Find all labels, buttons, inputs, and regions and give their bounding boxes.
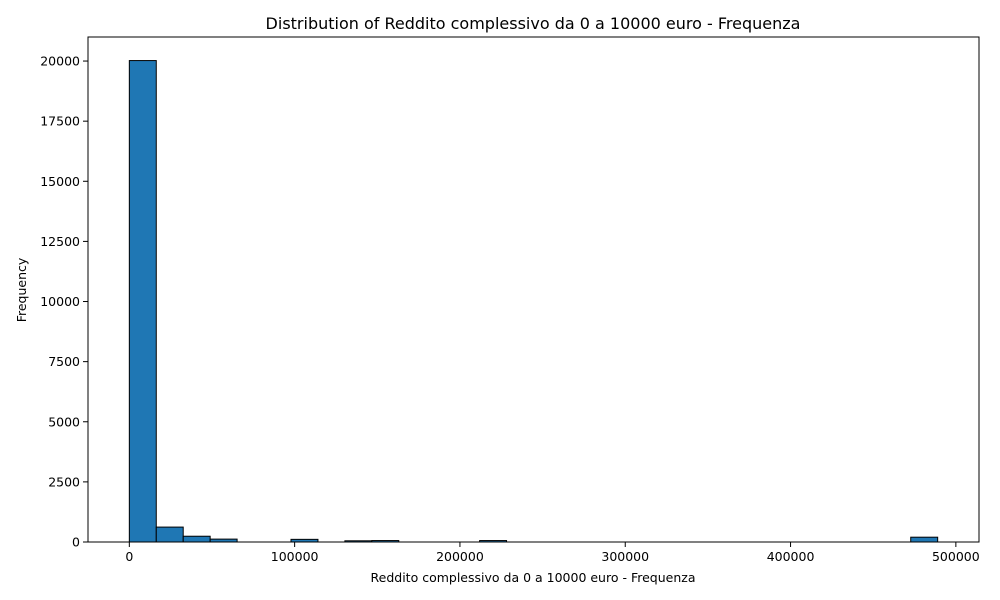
y-tick-label: 15000: [40, 174, 80, 189]
y-tick-label: 20000: [40, 54, 80, 69]
y-tick-label: 10000: [40, 294, 80, 309]
x-tick-label: 400000: [767, 549, 815, 564]
chart-title: Distribution of Reddito complessivo da 0…: [266, 14, 801, 33]
x-axis-label: Reddito complessivo da 0 a 10000 euro - …: [371, 570, 696, 585]
x-tick-label: 100000: [271, 549, 319, 564]
x-tick-label: 500000: [932, 549, 980, 564]
histogram-bar: [910, 536, 939, 543]
y-tick-label: 0: [72, 535, 80, 550]
x-tick-label: 200000: [436, 549, 484, 564]
x-tick-label: 0: [125, 549, 133, 564]
y-axis-ticks: 0 2500 5000 7500 10000 12500 15000 17500 20000: [40, 54, 88, 550]
y-tick-label: 7500: [48, 354, 80, 369]
y-tick-label: 5000: [48, 414, 80, 429]
x-axis-ticks: 0 100000 200000 300000 400000 500000: [125, 542, 980, 564]
y-axis-label: Frequency: [14, 257, 29, 322]
histogram-bar: [128, 60, 157, 543]
histogram-bar: [182, 535, 211, 543]
y-tick-label: 17500: [40, 114, 80, 129]
histogram-bar: [155, 526, 184, 543]
plot-frame: [87, 36, 980, 543]
x-tick-label: 300000: [601, 549, 649, 564]
y-tick-label: 2500: [48, 474, 80, 489]
bars-group: [128, 60, 939, 543]
y-tick-label: 12500: [40, 234, 80, 249]
